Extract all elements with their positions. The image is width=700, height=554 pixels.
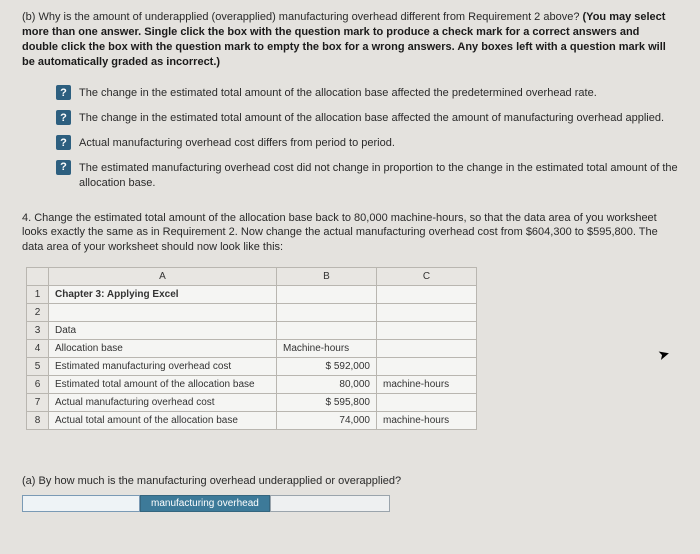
- cell: $ 592,000: [277, 358, 377, 376]
- cell: [377, 358, 477, 376]
- table-row: 4 Allocation base Machine-hours: [27, 340, 477, 358]
- cell: machine-hours: [377, 376, 477, 394]
- cell: 74,000: [277, 412, 377, 430]
- row-num: 3: [27, 322, 49, 340]
- checkbox-icon[interactable]: ?: [56, 85, 71, 100]
- cursor-icon: ➤: [656, 345, 672, 364]
- option-text: The estimated manufacturing overhead cos…: [79, 160, 678, 191]
- cell: [377, 304, 477, 322]
- cell: [49, 304, 277, 322]
- options-group: ? The change in the estimated total amou…: [56, 85, 678, 190]
- option-row: ? The estimated manufacturing overhead c…: [56, 160, 678, 191]
- col-header-a: A: [49, 268, 277, 286]
- table-row: 7 Actual manufacturing overhead cost $ 5…: [27, 394, 477, 412]
- checkbox-icon[interactable]: ?: [56, 110, 71, 125]
- cell: [277, 304, 377, 322]
- row-num: 7: [27, 394, 49, 412]
- option-text: The change in the estimated total amount…: [79, 110, 664, 126]
- row-num: 6: [27, 376, 49, 394]
- question-a-text: (a) By how much is the manufacturing ove…: [22, 474, 678, 489]
- row-num: 4: [27, 340, 49, 358]
- cell: Actual manufacturing overhead cost: [49, 394, 277, 412]
- table-header-row: A B C: [27, 268, 477, 286]
- row-num: 5: [27, 358, 49, 376]
- cell: 80,000: [277, 376, 377, 394]
- answer-input-amount[interactable]: [22, 495, 140, 512]
- cell: [277, 322, 377, 340]
- option-row: ? Actual manufacturing overhead cost dif…: [56, 135, 678, 151]
- table-row: 1 Chapter 3: Applying Excel: [27, 286, 477, 304]
- cell: [377, 394, 477, 412]
- option-text: Actual manufacturing overhead cost diffe…: [79, 135, 395, 151]
- question-b-text: (b) Why is the amount of underapplied (o…: [22, 10, 678, 69]
- question-4-text: 4. Change the estimated total amount of …: [22, 211, 678, 256]
- cell: [377, 286, 477, 304]
- cell: Estimated manufacturing overhead cost: [49, 358, 277, 376]
- cell: Data: [49, 322, 277, 340]
- cell: Estimated total amount of the allocation…: [49, 376, 277, 394]
- cell: [277, 286, 377, 304]
- worksheet-table: A B C 1 Chapter 3: Applying Excel 2 3 Da…: [26, 267, 477, 430]
- table-row: 6 Estimated total amount of the allocati…: [27, 376, 477, 394]
- checkbox-icon[interactable]: ?: [56, 135, 71, 150]
- col-header-c: C: [377, 268, 477, 286]
- col-header-b: B: [277, 268, 377, 286]
- checkbox-icon[interactable]: ?: [56, 160, 71, 175]
- answer-row: manufacturing overhead: [22, 495, 678, 512]
- table-row: 8 Actual total amount of the allocation …: [27, 412, 477, 430]
- cell: $ 595,800: [277, 394, 377, 412]
- answer-input-type[interactable]: [270, 495, 390, 512]
- cell: Chapter 3: Applying Excel: [49, 286, 277, 304]
- cell: machine-hours: [377, 412, 477, 430]
- option-text: The change in the estimated total amount…: [79, 85, 597, 101]
- col-header-blank: [27, 268, 49, 286]
- table-row: 5 Estimated manufacturing overhead cost …: [27, 358, 477, 376]
- option-row: ? The change in the estimated total amou…: [56, 85, 678, 101]
- table-row: 2: [27, 304, 477, 322]
- option-row: ? The change in the estimated total amou…: [56, 110, 678, 126]
- question-b-prefix: (b) Why is the amount of underapplied (o…: [22, 11, 583, 23]
- answer-label: manufacturing overhead: [140, 495, 270, 512]
- cell: Allocation base: [49, 340, 277, 358]
- row-num: 1: [27, 286, 49, 304]
- cell: [377, 322, 477, 340]
- cell: [377, 340, 477, 358]
- table-row: 3 Data: [27, 322, 477, 340]
- row-num: 8: [27, 412, 49, 430]
- cell: Machine-hours: [277, 340, 377, 358]
- row-num: 2: [27, 304, 49, 322]
- cell: Actual total amount of the allocation ba…: [49, 412, 277, 430]
